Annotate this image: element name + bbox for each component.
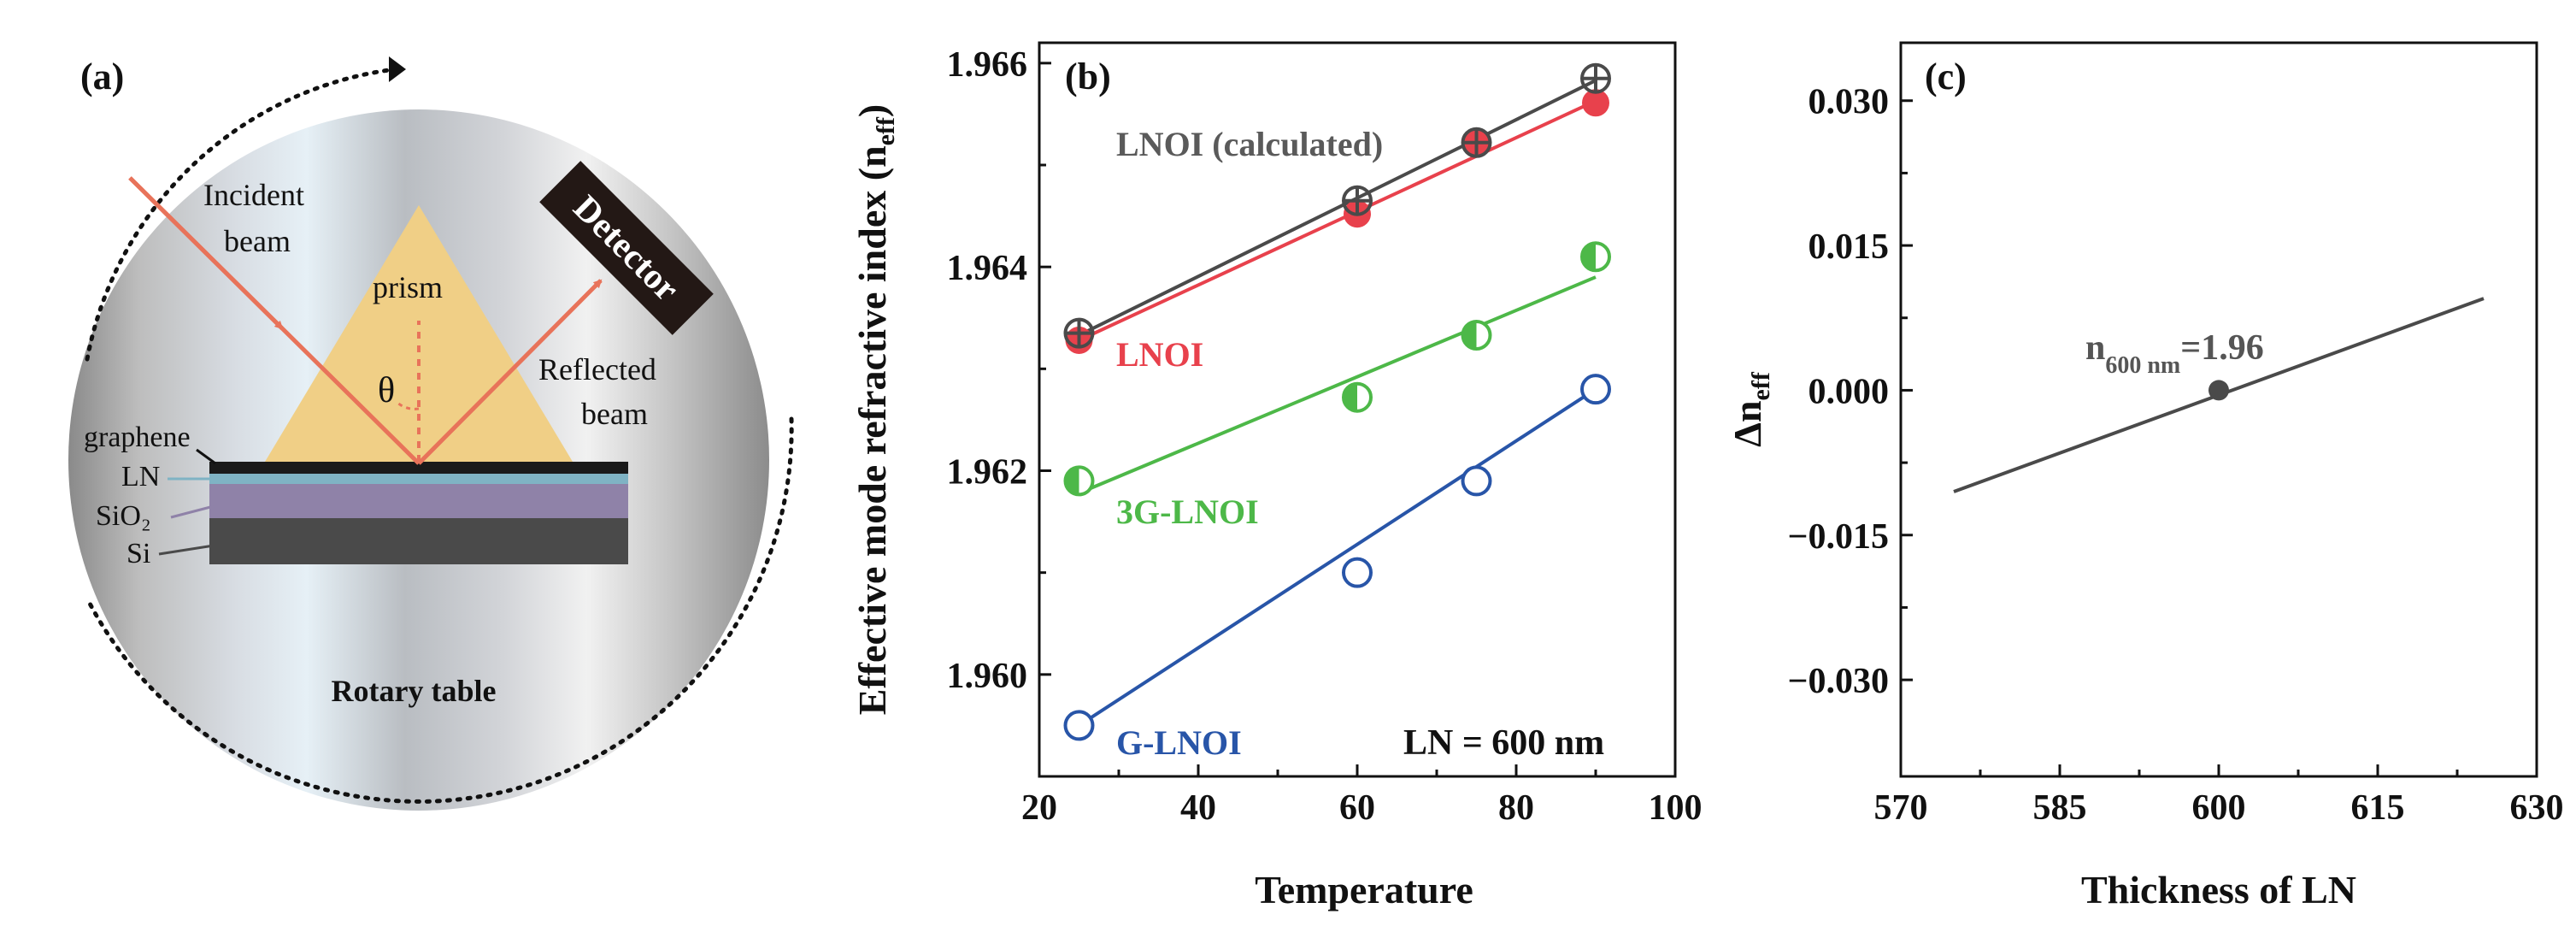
plot-frame-c xyxy=(1899,41,2538,778)
panel-c-chart: 570 585 600 615 630 −0.030 −0.015 0.000 0.015 0.0… xyxy=(1726,41,2564,911)
legend-3g-lnoi: 3G-LNOI xyxy=(1116,493,1259,531)
x-tick-label-c: 600 xyxy=(2192,788,2246,828)
data-point-circle-plus xyxy=(1461,127,1492,158)
data-point-open-circle xyxy=(1461,465,1492,497)
graphene-layer xyxy=(209,462,628,474)
y-axis-title-b: Effective mode refractive index (neff) xyxy=(850,104,900,716)
data-point-open-circle xyxy=(1342,557,1373,588)
x-tick-label-b: 20 xyxy=(1021,788,1057,828)
fit-line-circle-plus xyxy=(1078,79,1597,337)
sio2-layer xyxy=(209,484,628,518)
theta-label: θ xyxy=(378,371,395,410)
x-tick-label-b: 60 xyxy=(1339,788,1375,828)
si-pointer xyxy=(158,544,215,556)
y-axis-title-c: Δneff xyxy=(1726,371,1775,447)
x-tick-label-b: 100 xyxy=(1649,788,1703,828)
data-point-half-circle xyxy=(1063,465,1095,497)
panel-a-schematic: Detector (a) Incident beam prism θ Refle… xyxy=(68,56,794,811)
x-tick-label-c: 615 xyxy=(2351,788,2405,828)
y-tick-label-c: 0.015 xyxy=(1808,227,1890,267)
data-point-half-circle xyxy=(1342,381,1373,413)
x-axis-title-c: Thickness of LN xyxy=(2081,868,2356,911)
y-tick-label-b: 1.966 xyxy=(947,45,1028,85)
si-layer xyxy=(209,518,628,564)
y-tick-label-c: 0.030 xyxy=(1808,83,1890,122)
legend-lnoi: LNOI xyxy=(1116,335,1203,374)
x-tick-label-c: 630 xyxy=(2510,788,2564,828)
y-tick-label-b: 1.962 xyxy=(947,453,1028,493)
panel-c-label: (c) xyxy=(1925,56,1967,97)
panel-b-label: (b) xyxy=(1065,56,1111,97)
prism-shape xyxy=(257,205,580,475)
reflected-label-1: Reflected xyxy=(538,352,656,386)
fit-line-half-circle xyxy=(1078,275,1597,495)
reflected-label-2: beam xyxy=(581,397,648,431)
legend-lnoi-calculated: LNOI (calculated) xyxy=(1116,125,1383,163)
si-label: Si xyxy=(126,538,150,569)
graphene-label: graphene xyxy=(84,422,191,453)
y-tick-label-c: −0.015 xyxy=(1788,517,1889,557)
x-axis-title-b: Temperature xyxy=(1255,868,1473,911)
incident-label-1: Incident xyxy=(203,178,304,212)
axis-ticks-c: 570 585 600 615 630 −0.030 −0.015 0.000 0.015 0.0… xyxy=(1788,83,2564,828)
ln-thickness-annotation: LN = 600 nm xyxy=(1403,723,1604,763)
x-tick-label-b: 80 xyxy=(1498,788,1534,828)
fit-line-open-circle xyxy=(1078,387,1597,728)
data-point-open-circle xyxy=(1580,374,1611,405)
prism-label: prism xyxy=(373,270,443,304)
incident-beam-arrow xyxy=(128,176,284,330)
data-point-filled-circle xyxy=(1582,89,1609,117)
data-point-half-circle xyxy=(1461,320,1492,351)
sio2-pointer xyxy=(170,504,215,519)
axis-ticks-b: 20 40 60 80 100 1.960 1.962 1.964 1.966 xyxy=(947,45,1703,828)
reflected-beam xyxy=(417,279,603,465)
theta-arc xyxy=(395,400,420,410)
panel-a-label: (a) xyxy=(80,56,124,97)
fit-line-filled-circle xyxy=(1078,99,1597,342)
reference-point xyxy=(2208,380,2229,401)
ln-layer xyxy=(209,474,628,484)
rotation-arrow-top xyxy=(85,68,391,362)
data-point-open-circle xyxy=(1063,710,1095,741)
x-tick-label-c: 585 xyxy=(2033,788,2087,828)
x-tick-label-c: 570 xyxy=(1874,788,1928,828)
incident-label-2: beam xyxy=(224,224,291,258)
graphene-pointer xyxy=(196,448,216,465)
ln-label: LN xyxy=(121,461,160,493)
x-tick-label-b: 40 xyxy=(1180,788,1216,828)
legend-g-lnoi: G-LNOI xyxy=(1116,723,1242,762)
rotation-arrowhead-icon xyxy=(389,56,406,82)
reference-annotation: n600 nm=1.96 xyxy=(2085,328,2264,379)
y-tick-label-b: 1.960 xyxy=(947,657,1028,696)
rotation-arrow-bottom xyxy=(85,416,794,804)
fit-lines-b xyxy=(1078,79,1597,728)
y-tick-label-b: 1.964 xyxy=(947,249,1028,288)
panel-b-chart: 20 40 60 80 100 1.960 1.962 1.964 1.966 (b) LNOI… xyxy=(850,41,1703,911)
data-point-circle-plus xyxy=(1063,317,1095,349)
y-tick-label-c: −0.030 xyxy=(1788,662,1889,701)
rotary-table-label: Rotary table xyxy=(332,674,497,708)
data-points-b xyxy=(1063,62,1611,741)
data-point-half-circle xyxy=(1580,241,1611,273)
y-tick-label-c: 0.000 xyxy=(1808,372,1890,411)
sio2-label: SiO₂ xyxy=(96,500,151,532)
data-point-circle-plus xyxy=(1580,62,1611,94)
data-point-circle-plus xyxy=(1342,185,1373,216)
data-point-c xyxy=(2208,380,2229,401)
